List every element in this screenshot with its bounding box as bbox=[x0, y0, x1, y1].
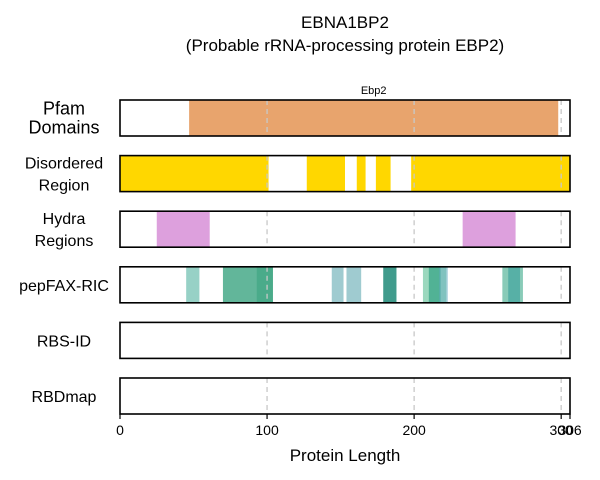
track-segment bbox=[411, 155, 570, 192]
track-segment bbox=[346, 266, 362, 303]
track-segment bbox=[375, 155, 391, 192]
track-segment bbox=[356, 155, 366, 192]
track-segment bbox=[428, 266, 441, 303]
track-background bbox=[120, 378, 570, 414]
track-label: Hydra bbox=[43, 211, 86, 228]
track-segment bbox=[462, 211, 516, 248]
x-tick-label: 200 bbox=[402, 422, 426, 438]
x-axis-label: Protein Length bbox=[290, 446, 401, 465]
x-tick-label: 300 bbox=[549, 422, 573, 438]
track-hydra-regions: Hydra Regions bbox=[35, 210, 571, 250]
x-tick-label: 100 bbox=[255, 422, 279, 438]
track-frame bbox=[119, 377, 571, 415]
track-segment bbox=[222, 266, 273, 303]
track-frame bbox=[119, 99, 571, 137]
track-disordered-region: Disordered Region bbox=[25, 154, 571, 195]
track-segment bbox=[383, 266, 397, 303]
track-label: RBS-ID bbox=[37, 333, 91, 350]
track-frame bbox=[119, 210, 571, 248]
track-label: Disordered bbox=[25, 156, 103, 173]
track-rbdmap: RBDmap bbox=[32, 377, 571, 415]
track-frame bbox=[119, 154, 571, 193]
track-segment bbox=[156, 211, 210, 248]
domain-label: Ebp2 bbox=[361, 85, 387, 97]
track-segment bbox=[256, 266, 273, 303]
track-label: Region bbox=[39, 178, 90, 195]
track-frame bbox=[119, 265, 571, 304]
track-label: Domains bbox=[28, 118, 99, 138]
track-segment bbox=[439, 266, 448, 303]
track-label: Regions bbox=[35, 233, 94, 250]
track-segment bbox=[120, 155, 269, 192]
x-tick-label: 306 bbox=[558, 422, 582, 438]
track-background bbox=[120, 322, 570, 359]
track-segment bbox=[189, 100, 559, 136]
track-segment bbox=[331, 266, 344, 303]
track-frame bbox=[119, 321, 571, 360]
track-label: RBDmap bbox=[32, 389, 97, 406]
track-rbs-id: RBS-ID bbox=[37, 321, 571, 360]
track-label: Pfam bbox=[43, 99, 85, 119]
chart-subtitle: (Probable rRNA-processing protein EBP2) bbox=[186, 36, 504, 55]
chart-title: EBNA1BP2 bbox=[301, 13, 389, 32]
track-label: pepFAX-RIC bbox=[19, 278, 109, 295]
x-tick-label: 0 bbox=[116, 422, 124, 438]
track-segment bbox=[508, 266, 520, 303]
track-pepfax-ric: pepFAX-RIC bbox=[19, 265, 571, 304]
track-segment bbox=[186, 266, 200, 303]
track-segment bbox=[306, 155, 345, 192]
